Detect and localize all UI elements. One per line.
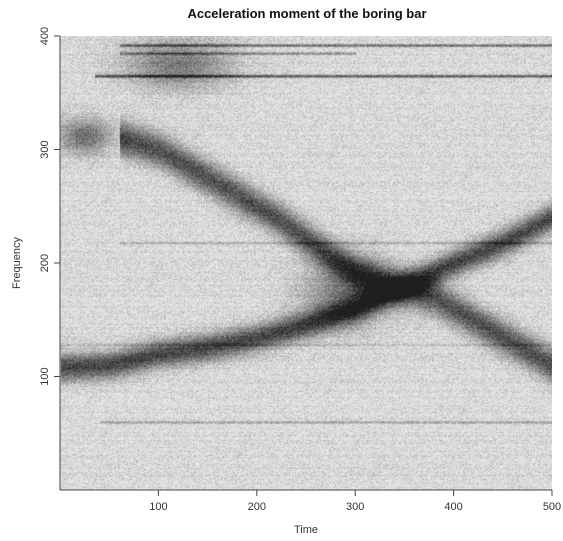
x-tick-label: 200 xyxy=(248,501,266,513)
y-axis-ticks: 100 200 300 400 xyxy=(39,27,60,386)
y-axis-label: Frequency xyxy=(11,237,23,289)
spectrogram-image xyxy=(60,36,552,490)
y-tick-label: 400 xyxy=(39,27,51,45)
x-tick-label: 500 xyxy=(543,501,561,513)
x-tick-label: 100 xyxy=(149,501,167,513)
plot-area xyxy=(60,36,552,490)
x-tick-label: 400 xyxy=(444,501,462,513)
x-axis-ticks: 100 200 300 400 500 xyxy=(149,490,561,513)
y-tick-label: 100 xyxy=(39,367,51,385)
y-tick-label: 200 xyxy=(39,254,51,272)
chart-title: Acceleration moment of the boring bar xyxy=(187,6,426,21)
y-tick-label: 300 xyxy=(39,140,51,158)
x-tick-label: 300 xyxy=(346,501,364,513)
x-axis-label: Time xyxy=(294,524,318,536)
